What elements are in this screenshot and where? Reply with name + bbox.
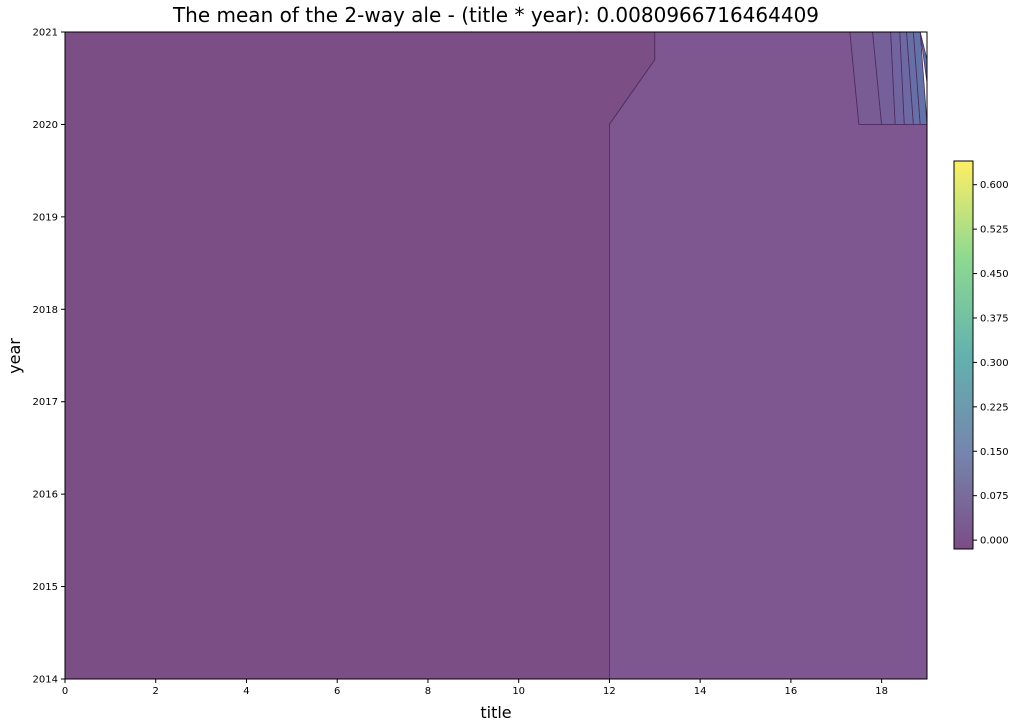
colorbar-frame [953, 160, 974, 550]
y-tick-label: 2020 [33, 120, 58, 131]
y-tick-label: 2016 [33, 490, 58, 501]
x-tick-label: 10 [512, 686, 525, 697]
colorbar-tick-label: 0.225 [980, 402, 1009, 413]
colorbar: 0.000 0.075 0.150 0.225 0.300 0.375 0.450 0.525… [953, 160, 1009, 550]
y-tick-label: 2014 [33, 675, 58, 686]
x-axis-label: title [480, 703, 511, 722]
y-tick-label: 2017 [33, 397, 58, 408]
y-tick-label: 2021 [33, 28, 58, 39]
x-tick-label: 4 [243, 686, 249, 697]
colorbar-tick-label: 0.000 [980, 536, 1009, 547]
colorbar-tick-label: 0.375 [980, 313, 1009, 324]
contour-regions [64, 31, 928, 680]
x-tick-label: 18 [875, 686, 888, 697]
colorbar-tick-label: 0.450 [980, 269, 1009, 280]
colorbar-tick-label: 0.150 [980, 447, 1009, 458]
y-tick-label: 2019 [33, 212, 58, 223]
y-axis-label: year [5, 338, 24, 374]
x-tick-label: 6 [334, 686, 340, 697]
y-axis: 2014 2015 2016 2017 2018 2019 2020 2021 [33, 28, 65, 686]
x-tick-label: 16 [785, 686, 798, 697]
x-tick-label: 12 [603, 686, 616, 697]
colorbar-tick-label: 0.525 [980, 225, 1009, 236]
x-tick-label: 2 [153, 686, 159, 697]
colorbar-tick-label: 0.600 [980, 180, 1009, 191]
chart-title: The mean of the 2-way ale - (title * yea… [172, 3, 819, 27]
y-tick-label: 2015 [33, 582, 58, 593]
x-tick-label: 0 [62, 686, 68, 697]
y-tick-label: 2018 [33, 305, 58, 316]
x-axis: 0 2 4 6 8 10 12 14 16 18 [62, 679, 888, 697]
colorbar-fill [954, 161, 973, 549]
colorbar-tick-label: 0.300 [980, 358, 1009, 369]
x-tick-label: 8 [425, 686, 431, 697]
colorbar-tick-label: 0.075 [980, 491, 1009, 502]
plot-frame [64, 31, 928, 680]
contour-region-0 [64, 31, 656, 680]
contour-region-1 [609, 31, 928, 680]
x-tick-label: 14 [694, 686, 707, 697]
colorbar-ticks: 0.000 0.075 0.150 0.225 0.300 0.375 0.450 0.525… [973, 180, 1009, 547]
